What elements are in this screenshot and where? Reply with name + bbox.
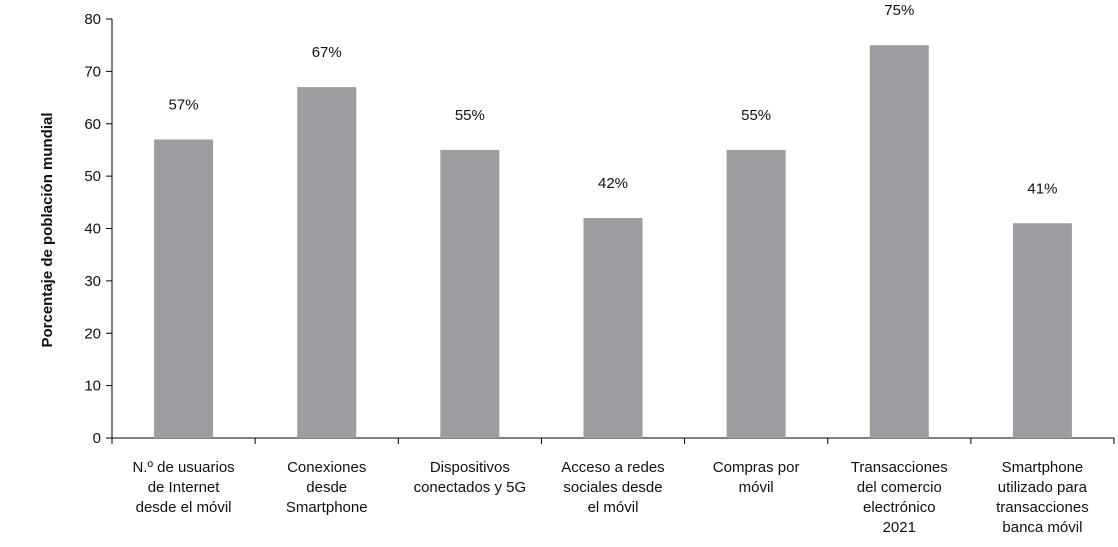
y-tick-label: 60 xyxy=(84,116,101,133)
y-tick-label: 40 xyxy=(84,221,101,238)
category-label: Acceso a redes sociales desde el móvil xyxy=(561,459,664,516)
axes: 0 10 20 30 40 50 60 70 80 xyxy=(84,11,1115,447)
category-label: Compras por móvil xyxy=(713,459,800,496)
data-label: 67% xyxy=(312,44,342,61)
category-label: N.º de usuarios de Internet desde el móvil xyxy=(132,459,234,516)
y-axis-title: Porcentaje de población mundial xyxy=(39,112,56,347)
y-tick-label: 70 xyxy=(84,63,101,80)
data-label: 57% xyxy=(169,96,199,113)
labels: 57% N.º de usuarios de Internet desde el mó… xyxy=(132,2,1088,536)
bar xyxy=(869,45,929,438)
category-label: Smartphone utilizado para transacciones ban… xyxy=(996,459,1089,536)
y-tick-label: 80 xyxy=(84,11,101,28)
category-label: Transacciones del comercio electrónico 2021 xyxy=(851,459,948,536)
y-tick-label: 10 xyxy=(84,378,101,395)
bar xyxy=(297,87,357,439)
data-label: 42% xyxy=(598,175,628,192)
bar xyxy=(583,218,643,438)
category-label: Conexiones desde Smartphone xyxy=(286,459,368,516)
y-tick-label: 50 xyxy=(84,168,101,185)
category-label: Dispositivos conectados y 5G xyxy=(414,459,527,496)
data-label: 41% xyxy=(1027,180,1057,197)
data-label: 75% xyxy=(884,2,914,19)
bar xyxy=(154,139,214,438)
bars xyxy=(154,45,1072,439)
bar xyxy=(1012,223,1072,438)
data-label: 55% xyxy=(741,107,771,124)
bar xyxy=(440,149,500,438)
y-tick-label: 30 xyxy=(84,273,101,290)
data-label: 55% xyxy=(455,107,485,124)
bar xyxy=(726,149,786,438)
y-tick-label: 0 xyxy=(93,430,101,447)
y-tick-label: 20 xyxy=(84,325,101,342)
